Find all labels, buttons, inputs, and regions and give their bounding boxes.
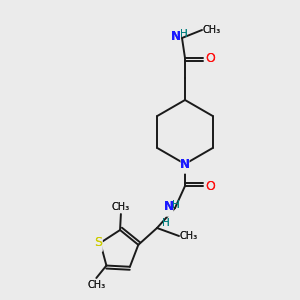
Text: N: N [164,200,174,214]
Text: H: H [172,200,180,210]
Text: CH₃: CH₃ [112,202,130,212]
Text: H: H [172,200,180,210]
Text: S: S [94,236,102,249]
Text: S: S [94,236,102,249]
Text: CH₃: CH₃ [203,25,221,35]
Text: H: H [180,29,188,39]
Text: N: N [171,29,181,43]
Text: N: N [171,29,181,43]
Text: O: O [205,52,215,64]
Text: N: N [164,200,174,214]
Text: N: N [180,158,190,170]
Text: N: N [180,158,190,170]
Text: CH₃: CH₃ [112,202,130,212]
Text: CH₃: CH₃ [180,231,198,241]
Text: O: O [205,179,215,193]
Text: O: O [205,52,215,64]
Text: CH₃: CH₃ [180,231,198,241]
Text: CH₃: CH₃ [87,280,105,290]
Text: H: H [180,29,188,39]
Text: CH₃: CH₃ [203,25,221,35]
Text: CH₃: CH₃ [87,280,105,290]
Text: H: H [162,218,170,228]
Text: O: O [205,179,215,193]
Text: H: H [162,218,170,228]
